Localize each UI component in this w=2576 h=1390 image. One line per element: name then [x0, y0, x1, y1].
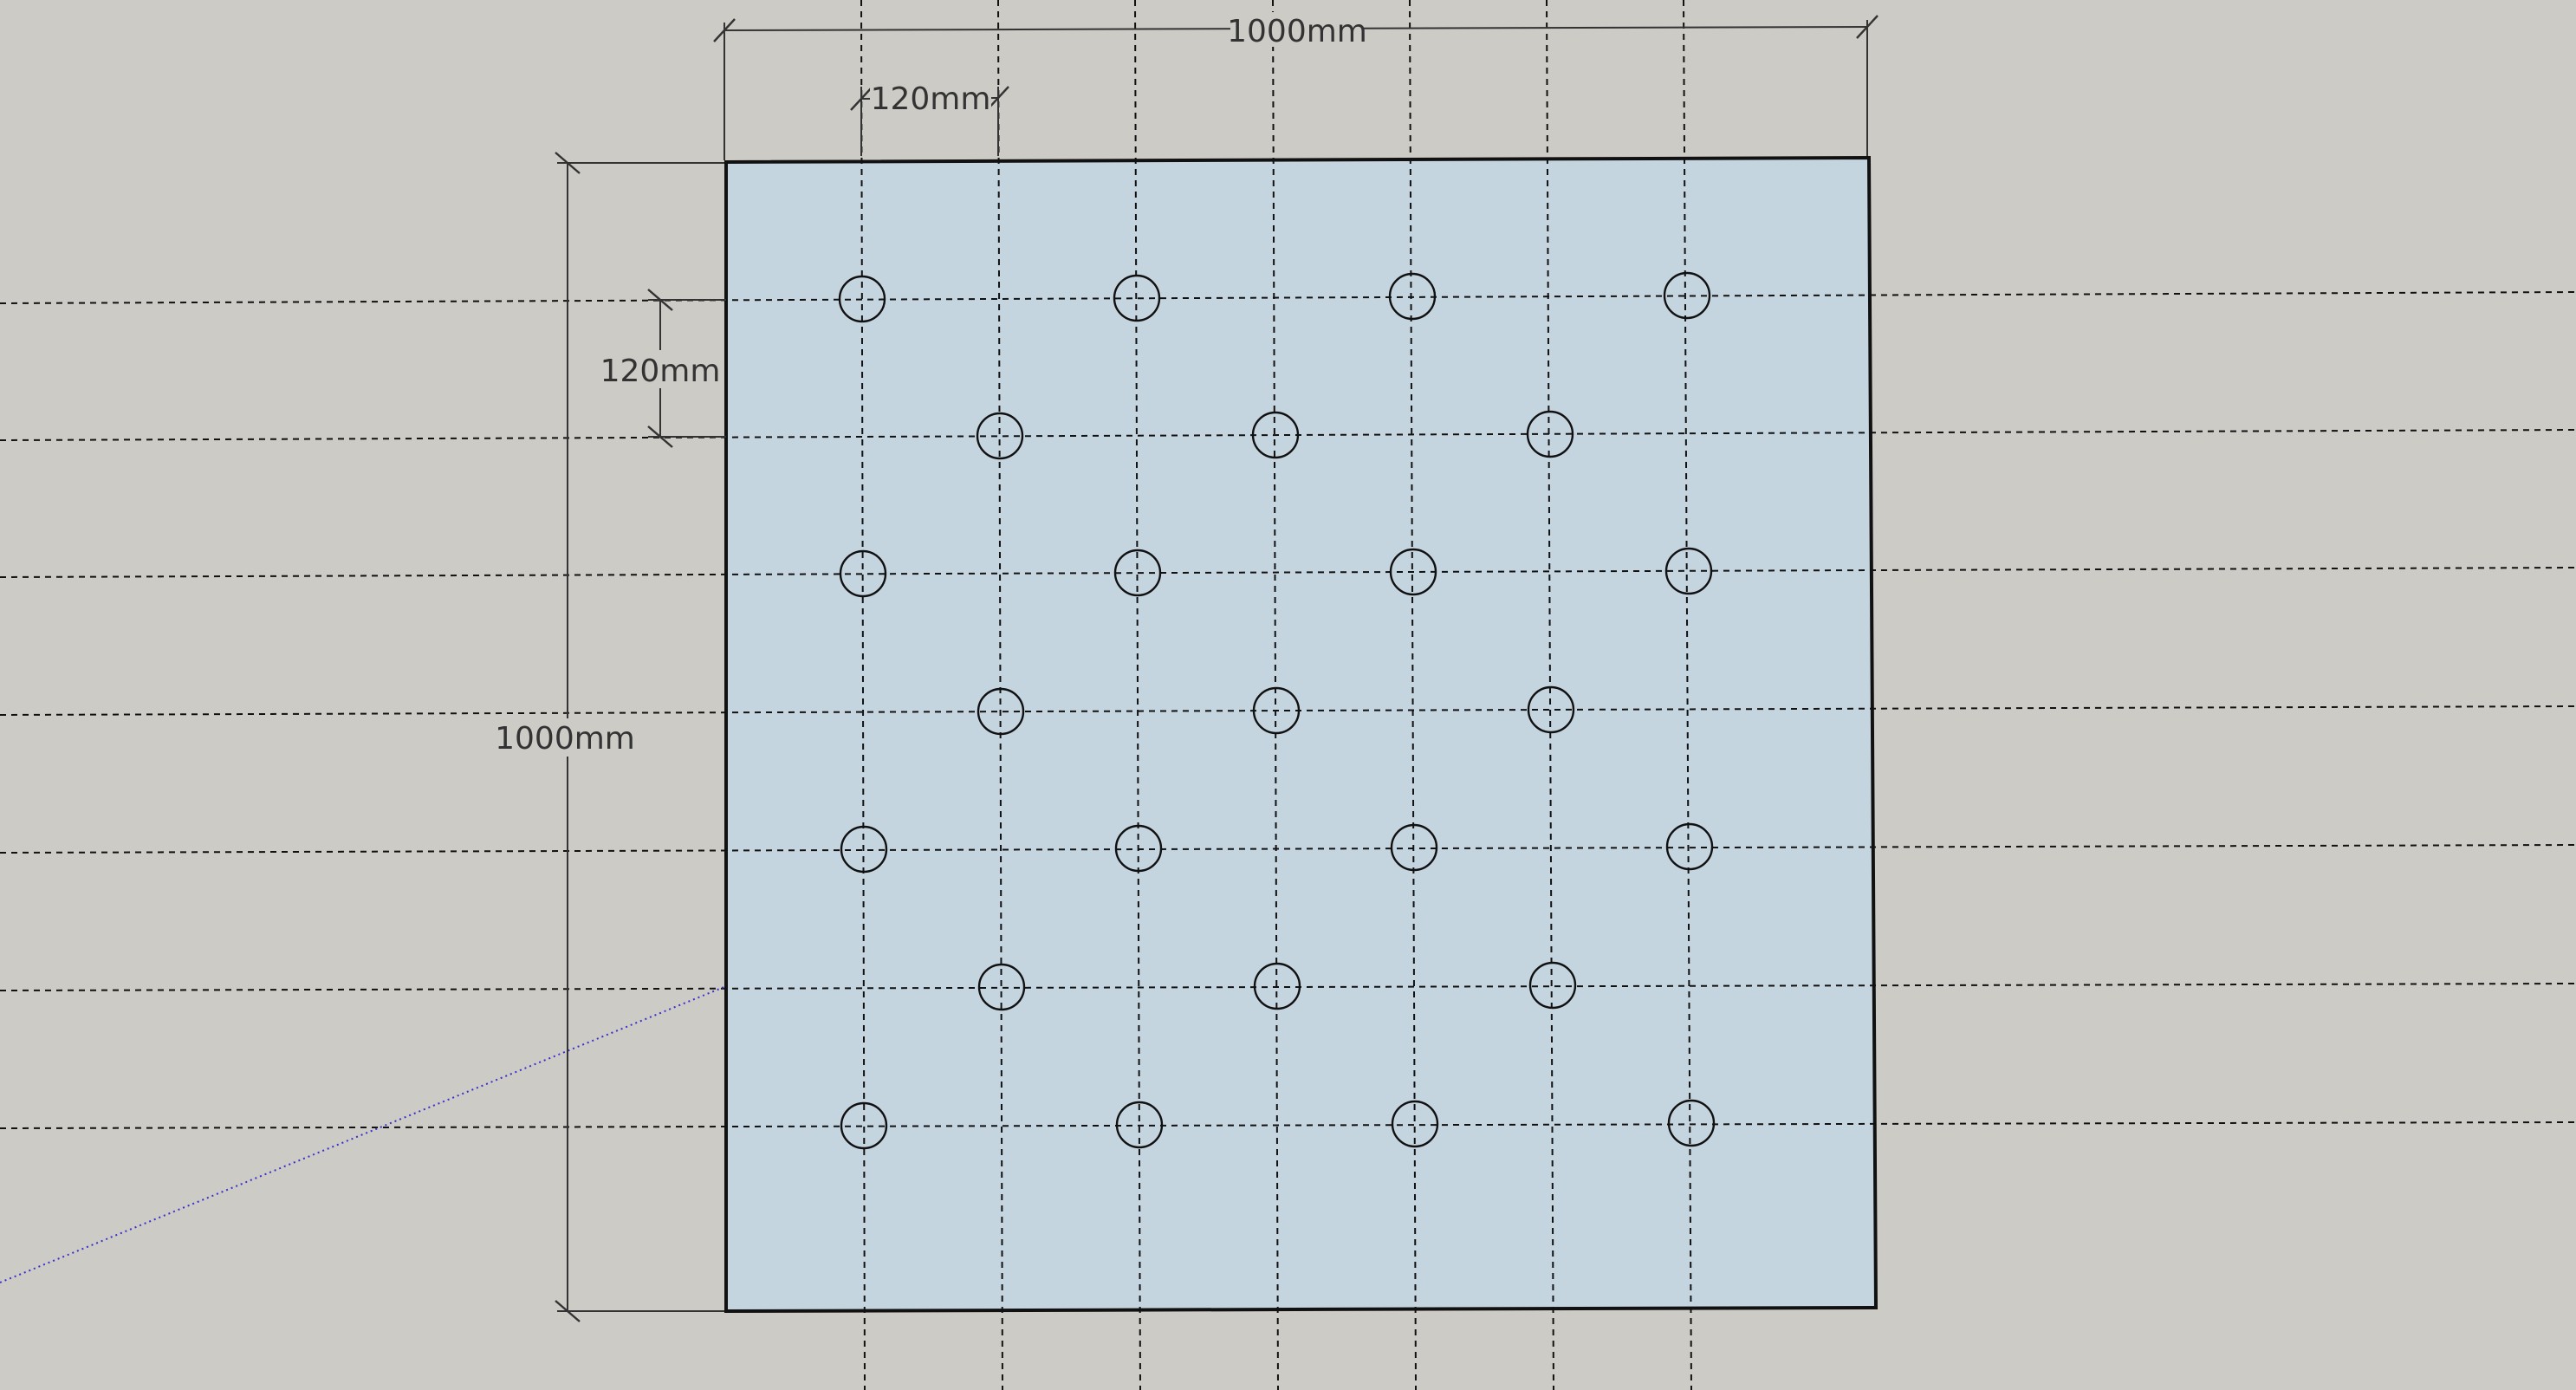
hole[interactable]	[1663, 271, 1711, 320]
hole[interactable]	[1528, 961, 1577, 1010]
hole[interactable]	[976, 412, 1024, 460]
dimension-tick	[555, 152, 581, 174]
hole[interactable]	[1113, 549, 1162, 597]
guide-line-h1[interactable]	[0, 291, 2576, 304]
hole[interactable]	[1664, 547, 1713, 595]
square-panel[interactable]	[724, 155, 1878, 1314]
hole[interactable]	[1391, 1100, 1439, 1148]
hole[interactable]	[1113, 274, 1161, 322]
dimension-label-hole-spacing-vertical: 120mm	[600, 354, 721, 389]
horizontal-guides	[0, 291, 2576, 1129]
dimension-tick	[713, 18, 736, 42]
hole[interactable]	[1527, 685, 1575, 734]
dimension-overall-width[interactable]: 1000mm	[713, 12, 1878, 160]
hole[interactable]	[840, 1101, 888, 1150]
guide-line-h3[interactable]	[0, 567, 2576, 578]
hole[interactable]	[1390, 823, 1438, 872]
hole[interactable]	[1115, 1101, 1164, 1149]
hole[interactable]	[1667, 1099, 1716, 1147]
hole[interactable]	[1252, 686, 1301, 735]
dimension-overall-height[interactable]: 1000mm	[495, 152, 724, 1322]
hole[interactable]	[1389, 548, 1437, 596]
hole[interactable]	[1253, 962, 1301, 1010]
hole[interactable]	[1665, 822, 1714, 871]
hole[interactable]	[1114, 824, 1163, 873]
dimension-label-background	[870, 81, 991, 115]
model-axis-line	[0, 985, 727, 1283]
dimension-tick	[647, 289, 673, 311]
guide-line-h2[interactable]	[0, 429, 2576, 441]
dimension-label-hole-spacing-horizontal: 120mm	[871, 81, 991, 117]
dimension-tick	[850, 87, 873, 111]
hole[interactable]	[1526, 410, 1574, 458]
guide-line-h6[interactable]	[0, 983, 2576, 991]
dimension-tick	[555, 1300, 581, 1322]
guide-line-h4[interactable]	[0, 705, 2576, 716]
dimension-label-background	[598, 350, 723, 388]
hole[interactable]	[840, 825, 888, 874]
hole[interactable]	[838, 275, 886, 323]
dimension-label-background	[1230, 12, 1364, 47]
dimension-label-overall-height: 1000mm	[495, 721, 635, 757]
hole[interactable]	[1388, 272, 1437, 321]
hole[interactable]	[977, 963, 1026, 1011]
dimension-label-overall-width: 1000mm	[1227, 14, 1367, 49]
guide-line-h5[interactable]	[0, 844, 2576, 854]
dimension-hole-spacing-vertical[interactable]: 120mm	[598, 289, 726, 448]
dimension-tick	[647, 425, 673, 448]
guide-line-h7[interactable]	[0, 1121, 2576, 1129]
dimension-tick	[1856, 15, 1878, 39]
hole-pattern	[838, 271, 1716, 1150]
hole[interactable]	[839, 549, 887, 598]
dimension-label-background	[497, 718, 636, 757]
dimension-hole-spacing-horizontal[interactable]: 120mm	[850, 81, 1009, 156]
hole[interactable]	[1251, 411, 1300, 459]
hole[interactable]	[977, 687, 1025, 736]
